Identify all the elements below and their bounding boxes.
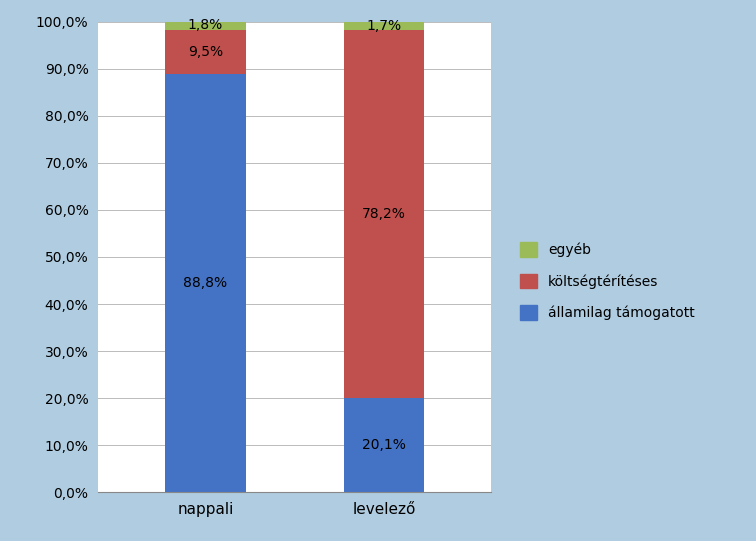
Bar — [344, 22, 424, 30]
Bar — [344, 30, 424, 398]
Text: 78,2%: 78,2% — [362, 207, 406, 221]
Legend: egyéb, költségtérítéses, államilag támogatott: egyéb, költségtérítéses, államilag támog… — [513, 235, 702, 327]
Text: 88,8%: 88,8% — [184, 276, 228, 291]
Text: 1,7%: 1,7% — [367, 18, 401, 32]
Bar — [344, 398, 424, 492]
Bar — [166, 74, 246, 492]
Text: 9,5%: 9,5% — [188, 45, 223, 59]
Bar — [166, 21, 246, 30]
Bar — [166, 30, 246, 74]
Text: 20,1%: 20,1% — [362, 438, 406, 452]
Text: 1,8%: 1,8% — [188, 18, 223, 32]
